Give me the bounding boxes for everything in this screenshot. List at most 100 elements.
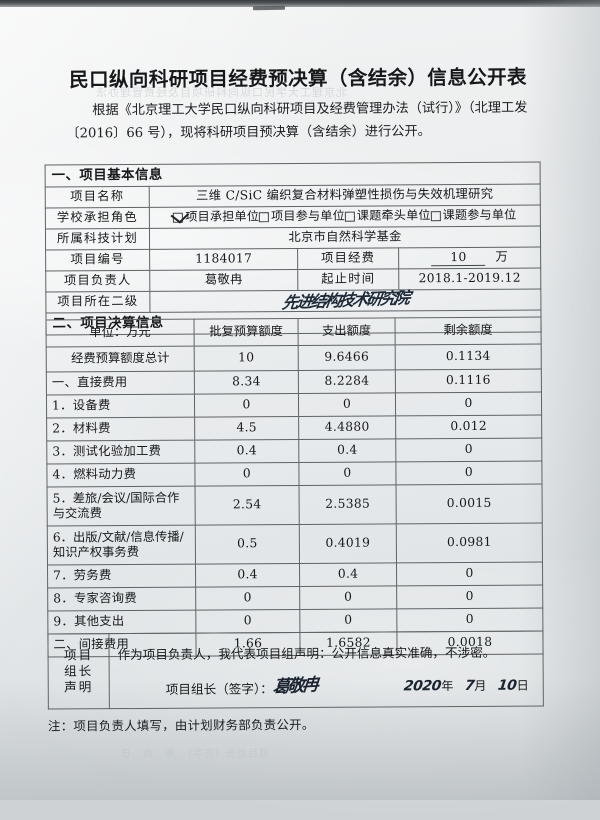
role-option-2[interactable]: 课题牵头单位 (344, 208, 431, 225)
budget-col-approved: 批复预算额度 (194, 318, 299, 347)
intro-line-2: 〔2016〕66 号），现将科研项目预决算（含结余）进行公开。 (66, 124, 431, 142)
table-row: 4．燃料动力费 0 0 0 (46, 461, 543, 488)
handwritten-signature: 葛敬冉 (271, 675, 318, 698)
budget-row-label: 9．其他支出 (47, 610, 196, 635)
checkbox-icon[interactable] (430, 211, 441, 222)
budget-row-approved: 0 (195, 586, 300, 611)
budget-row-remaining: 0 (395, 438, 542, 462)
role-option-0[interactable]: 项目承担单位 (173, 210, 259, 226)
budget-unit-header: 单位：万元 (46, 319, 195, 348)
page-title: 民口纵向科研项目经费预决算（含结余）信息公开表 (69, 65, 527, 92)
role-option-3[interactable]: 课题参与单位 (430, 208, 517, 224)
label-leader: 项目负责人 (45, 270, 150, 293)
declaration-label-line-2: 组长 (64, 663, 94, 679)
budget-col-spent: 支出额度 (298, 317, 396, 346)
section1-heading: 一、项目基本信息 (45, 162, 541, 188)
value-project-number: 1184017 (149, 248, 298, 271)
label-school-role: 学校承担角色 (45, 207, 150, 230)
value-duration: 2018.1-2019.12 (398, 268, 541, 290)
budget-row-spent: 0.4 (298, 438, 396, 463)
funding-amount-group: 10 万 (431, 249, 508, 267)
budget-row-label: 一、直接费用 (46, 371, 195, 396)
label-project-number: 项目编号 (45, 249, 150, 272)
budget-row-approved: 0 (194, 462, 300, 487)
row-second-level-unit: 项目所在二级 先进结构技术研究院 (45, 288, 541, 314)
budget-row-spent: 0 (298, 392, 396, 417)
budget-row-label: 2．材料费 (46, 417, 195, 442)
budget-row-approved: 2.54 (195, 485, 300, 526)
label-program: 所属科技计划 (45, 228, 150, 251)
role-checkbox-group[interactable]: 项目承担单位 项目参与单位 课题牵头单位 课题参与单位 (154, 208, 536, 225)
table-row: 6．出版/文献/信息传播/知识产权事务费 0.5 0.4019 0.0981 (47, 523, 543, 566)
budget-row-spent: 9.6466 (298, 344, 396, 371)
handwritten-second-level-unit: 先进结构技术研究院 (281, 288, 410, 313)
budget-row-approved: 0.5 (195, 524, 300, 565)
declaration-statement: 作为项目负责人，我代表项目组声明：公开信息真实准确，不涉密。 (117, 644, 496, 662)
budget-row-remaining: 0 (396, 608, 543, 632)
row-project-number: 项目编号 1184017 项目经费 10 万 (45, 247, 541, 272)
budget-row-label: 7．劳务费 (47, 564, 196, 589)
table-row: 一、直接费用 8.34 8.2284 0.1116 (46, 369, 542, 396)
label-second-level-unit: 项目所在二级 (45, 291, 150, 314)
budget-row-remaining: 0 (395, 461, 543, 485)
table-row: 3．测试化验加工费 0.4 0.4 0 (46, 438, 542, 465)
table-row: 8．专家咨询费 0 0 0 (47, 585, 543, 612)
budget-row-remaining: 0 (396, 585, 543, 609)
checkbox-icon[interactable] (259, 212, 270, 223)
budget-row-label: 6．出版/文献/信息传播/知识产权事务费 (47, 525, 196, 566)
budget-row-label: 1．设备费 (46, 394, 195, 419)
value-project-name: 三维 C/SiC 编织复合材料弹塑性损伤与失效机理研究 (149, 184, 541, 208)
budget-row-label: 4．燃料动力费 (46, 463, 196, 488)
budget-header-row: 单位：万元 批复预算额度 支出额度 剩余额度 (46, 317, 542, 348)
intro-line-1: 根据《北京理工大学民口纵向科研项目及经费管理办法（试行）》（北理工发 (92, 100, 528, 119)
budget-row-label: 3．测试化验加工费 (46, 440, 195, 465)
value-school-role: 项目承担单位 项目参与单位 课题牵头单位 课题参与单位 (149, 205, 541, 229)
declaration-table: 项目 组长 声明 作为项目负责人，我代表项目组声明：公开信息真实准确，不涉密。 … (47, 631, 544, 710)
table-row: 7．劳务费 0.4 0.4 0 (47, 562, 543, 589)
budget-row-approved: 0 (195, 609, 300, 634)
budget-row-spent: 0.4019 (299, 523, 397, 564)
checkbox-checked-icon[interactable] (173, 212, 184, 223)
budget-row-remaining: 0.1134 (395, 344, 542, 370)
role-option-1-label: 项目参与单位 (271, 209, 345, 224)
date-day-unit: 日 (516, 678, 529, 693)
budget-row-approved: 10 (194, 345, 299, 372)
role-option-2-label: 课题牵头单位 (356, 208, 431, 224)
value-leader: 葛敬冉 (149, 269, 298, 292)
budget-row-approved: 0.4 (194, 439, 299, 464)
table-row: 经费预算额度总计 10 9.6466 0.1134 (46, 344, 542, 373)
budget-col-remaining: 剩余额度 (395, 317, 542, 345)
row-program: 所属科技计划 北京市自然科学基金 (45, 226, 541, 251)
funding-amount: 10 (431, 249, 486, 267)
budget-row-spent: 0.4 (299, 562, 397, 587)
budget-row-approved: 0 (194, 393, 299, 418)
table-row: 5．差旅/会议/国际合作与交流费 2.54 2.5385 0.0015 (47, 484, 543, 527)
document-content: 民口纵向科研项目经费预决算（含结余）信息公开表 根据《北京理工大学民口纵向科研项… (0, 0, 600, 802)
value-project-funding: 10 万 (398, 247, 541, 269)
label-project-funding: 项目经费 (297, 247, 399, 270)
budget-row-spent: 2.5385 (299, 484, 397, 525)
budget-row-label: 5．差旅/会议/国际合作与交流费 (47, 486, 196, 527)
budget-row-remaining: 0 (396, 562, 543, 586)
scanner-edge (0, 0, 600, 7)
budget-row-approved: 4.5 (194, 416, 299, 441)
value-second-level-unit: 先进结构技术研究院 (149, 288, 541, 313)
budget-row-spent: 8.2284 (298, 369, 396, 394)
budget-row-remaining: 0.0015 (396, 484, 543, 524)
declaration-content: 作为项目负责人，我代表项目组声明：公开信息真实准确，不涉密。 项目组长（签字）：… (108, 631, 544, 709)
date-year-unit: 年 (441, 679, 454, 694)
date-year-value: 2020 (403, 678, 443, 695)
checkbox-icon[interactable] (344, 211, 355, 222)
signature-row: 项目组长（签字）： 葛敬冉 2020年 7月 10日 (118, 674, 535, 698)
budget-row-remaining: 0.012 (395, 415, 542, 439)
budget-row-label: 8．专家咨询费 (47, 587, 196, 612)
budget-row-spent: 0 (298, 461, 397, 486)
budget-row-label: 经费预算额度总计 (46, 346, 195, 373)
row-school-role: 学校承担角色 项目承担单位 项目参与单位 课题牵头单位 课题参与单位 (45, 205, 541, 230)
budget-row-remaining: 0 (395, 392, 542, 416)
budget-row-spent: 4.4880 (298, 415, 396, 440)
budget-table: 单位：万元 批复预算额度 支出额度 剩余额度 经费预算额度总计 10 9.646… (46, 317, 544, 658)
declaration-row: 项目 组长 声明 作为项目负责人，我代表项目组声明：公开信息真实准确，不涉密。 … (47, 631, 544, 710)
role-option-1[interactable]: 项目参与单位 (259, 209, 345, 225)
declaration-label: 项目 组长 声明 (47, 633, 110, 710)
